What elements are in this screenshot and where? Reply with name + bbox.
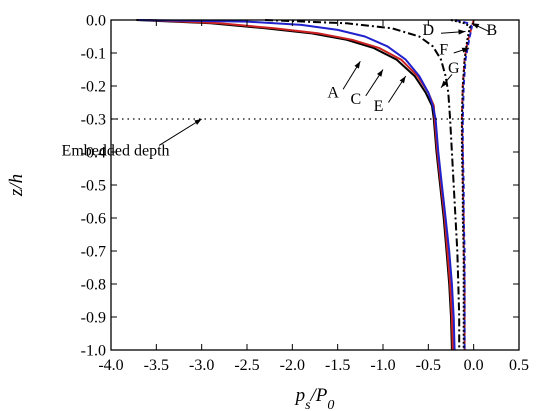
plot-lines xyxy=(136,19,475,351)
y-tick-label: -0.2 xyxy=(81,79,106,96)
x-tick-label: -3.5 xyxy=(144,357,169,374)
annotation-label: E xyxy=(374,98,384,115)
annotation-label: Embedded depth xyxy=(62,142,170,159)
series-line-g xyxy=(265,19,461,350)
x-axis-title-sub2: 0 xyxy=(327,398,334,411)
x-axis-ticks: -4.0 -3.5 -3.0 -2.5 -2.0 -1.5 -1.0 -0.5 0.0 0.5 xyxy=(98,20,529,374)
y-axis-ticks: 0.0 -0.1 -0.2 -0.3 -0.4 -0.5 -0.6 -0.7 -0.8 -0.9 -… xyxy=(81,13,519,360)
annotation-arrow-line xyxy=(158,118,202,146)
y-tick-label: -0.7 xyxy=(81,244,106,261)
y-tick-label: -0.3 xyxy=(81,112,106,129)
annotation-label: B xyxy=(486,22,497,39)
x-axis-title: ps/P0 xyxy=(294,385,335,411)
x-tick-label: -4.0 xyxy=(98,357,123,374)
annotation-arrowhead xyxy=(354,61,361,69)
y-axis-title-main: z xyxy=(6,188,27,197)
annotation-label: D xyxy=(423,22,435,39)
annotation-label: G xyxy=(448,60,460,77)
x-tick-label: -2.0 xyxy=(280,357,305,374)
annotation-label: F xyxy=(439,42,448,59)
x-axis-title-sub1: s xyxy=(305,398,311,411)
x-axis-title-main: p xyxy=(294,385,306,406)
annotations: Embedded depth A C E DFG B xyxy=(62,22,498,159)
x-tick-label: -3.0 xyxy=(189,357,214,374)
annotation-arrowhead xyxy=(194,119,202,125)
y-tick-label: -0.4 xyxy=(81,145,106,162)
y-tick-label: -0.6 xyxy=(81,211,106,228)
annotation-arrowhead xyxy=(441,80,448,88)
annotation-arrowhead xyxy=(399,76,406,84)
annotation-arrowhead xyxy=(458,29,466,35)
series-line-d xyxy=(455,19,473,350)
y-axis-title-rest: /h xyxy=(6,174,27,190)
series-line-f xyxy=(450,19,471,350)
x-tick-label: 0.0 xyxy=(464,357,484,374)
annotation-arrowhead xyxy=(471,23,480,29)
series-line-a xyxy=(136,19,453,351)
x-tick-label: -2.5 xyxy=(234,357,259,374)
y-tick-label: -0.8 xyxy=(81,277,106,294)
y-tick-label: -0.1 xyxy=(81,46,106,63)
x-tick-label: -1.5 xyxy=(325,357,350,374)
y-axis-title: z/h xyxy=(6,174,27,197)
y-tick-label: -0.9 xyxy=(81,310,106,327)
annotation-label: C xyxy=(350,91,361,108)
annotation-arrowhead xyxy=(376,69,383,77)
y-tick-label: -0.5 xyxy=(81,178,106,195)
annotation-label: A xyxy=(327,85,339,102)
y-tick-label: 0.0 xyxy=(86,13,106,30)
x-axis-title-mid: /P xyxy=(310,385,328,406)
x-tick-label: -1.0 xyxy=(370,357,395,374)
x-tick-label: 0.5 xyxy=(509,357,529,374)
series-line-e xyxy=(138,19,456,351)
y-tick-label: -1.0 xyxy=(81,343,106,360)
x-tick-label: -0.5 xyxy=(416,357,441,374)
annotation-arrowhead xyxy=(461,47,470,53)
